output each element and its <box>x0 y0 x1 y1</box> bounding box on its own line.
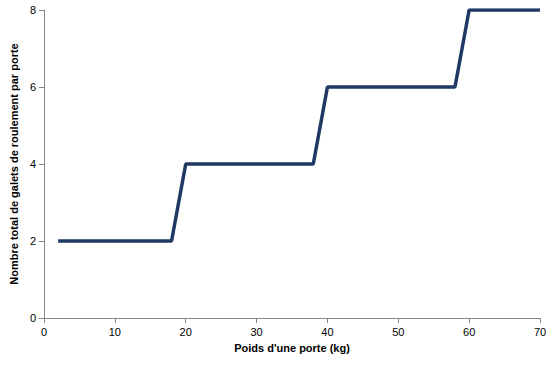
svg-text:10: 10 <box>109 326 121 338</box>
svg-text:Poids d'une porte (kg): Poids d'une porte (kg) <box>234 342 350 354</box>
svg-text:2: 2 <box>30 235 36 247</box>
svg-text:Nombre total de galets de roul: Nombre total de galets de roulement par … <box>8 43 20 284</box>
svg-text:70: 70 <box>534 326 546 338</box>
svg-text:30: 30 <box>250 326 262 338</box>
svg-text:40: 40 <box>321 326 333 338</box>
svg-text:20: 20 <box>180 326 192 338</box>
svg-text:6: 6 <box>30 81 36 93</box>
svg-text:4: 4 <box>30 158 36 170</box>
svg-text:0: 0 <box>41 326 47 338</box>
svg-text:8: 8 <box>30 4 36 16</box>
svg-text:50: 50 <box>392 326 404 338</box>
svg-text:60: 60 <box>463 326 475 338</box>
svg-text:0: 0 <box>30 312 36 324</box>
